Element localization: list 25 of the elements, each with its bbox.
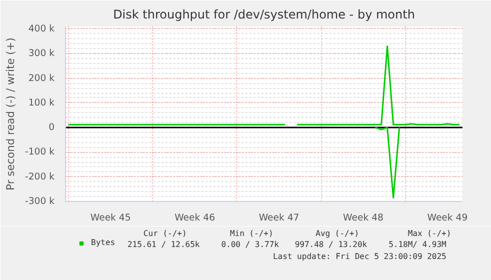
y-tick-label: 100 k — [28, 97, 56, 108]
text: 997.48 / 13.20k — [294, 240, 368, 249]
x-tick-label: Week 49 — [427, 212, 468, 224]
x-tick-label: Week 46 — [174, 212, 216, 224]
y-axis-title: Pr second read (-) / write (+) — [4, 38, 17, 190]
text: Max (-/+) — [408, 229, 452, 238]
x-tick-label: Week 47 — [258, 212, 300, 224]
text: 0.00 / 3.77k — [221, 240, 280, 249]
text: 215.61 / 12.65k — [127, 240, 200, 249]
chart-title: Disk throughput for /dev/system/home - by month — [113, 8, 415, 22]
y-tick-label: 400 k — [28, 23, 56, 34]
text: Cur (-/+) — [143, 229, 187, 238]
y-tick-label: -100 k — [24, 146, 56, 158]
y-tick-label: 200 k — [28, 72, 56, 84]
y-tick-label: 300 k — [28, 48, 56, 60]
text: Avg (-/+) — [316, 229, 360, 238]
y-tick-label: -200 k — [24, 171, 56, 182]
legend-label: Bytes — [91, 238, 116, 247]
x-tick-label: Week 45 — [90, 212, 131, 224]
y-tick-label: 0 — [48, 122, 55, 134]
text: Last update: Fri Dec 5 23:00:09 2025 — [272, 252, 447, 261]
y-tick-label: -300 k — [24, 196, 56, 207]
text: Min (-/+) — [230, 229, 274, 238]
text: 5.18M/ 4.93M — [388, 240, 447, 249]
x-tick-label: Week 48 — [343, 212, 384, 224]
